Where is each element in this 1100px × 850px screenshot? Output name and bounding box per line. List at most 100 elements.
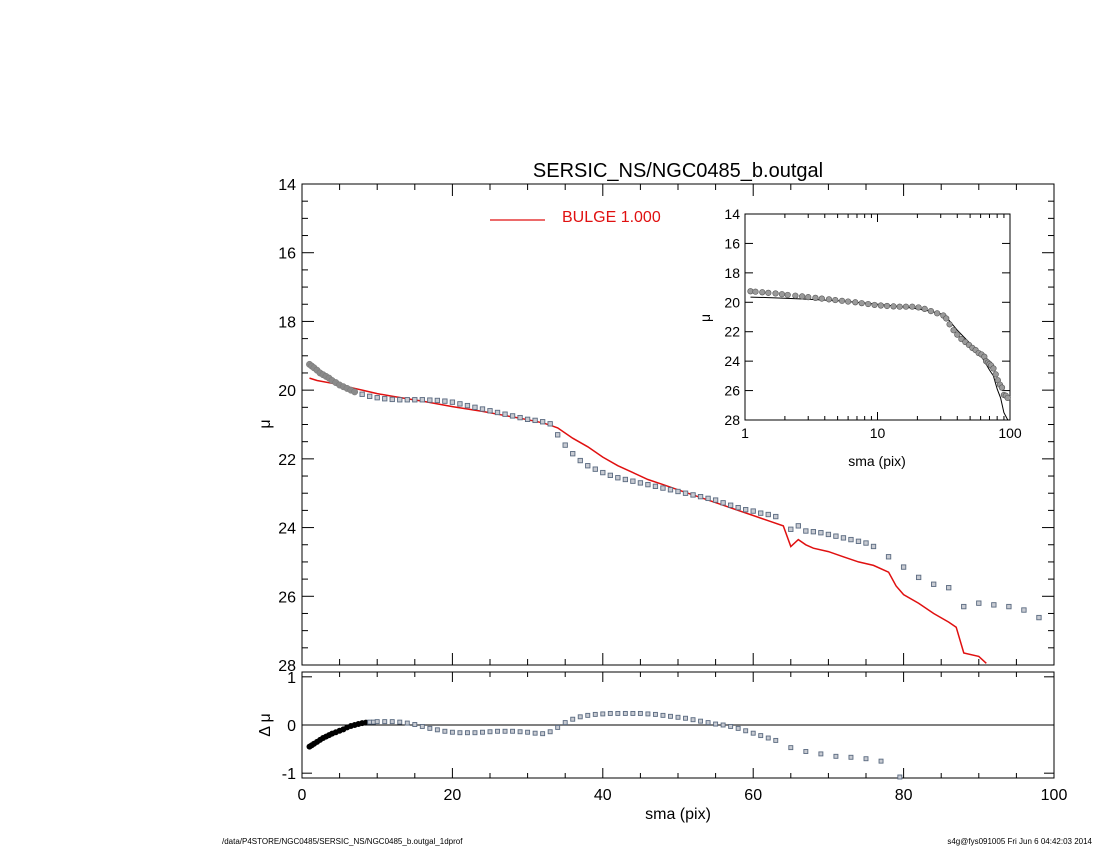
inset-data-point	[871, 301, 878, 309]
inset-data-point	[799, 293, 806, 300]
inset-data-point	[990, 365, 997, 372]
inset-model-line	[750, 296, 1009, 420]
inset-data-point	[845, 298, 852, 305]
main-data-point	[487, 408, 493, 414]
main-data-point	[539, 419, 546, 425]
residual-data-point	[773, 737, 779, 743]
residual-data-point	[758, 733, 764, 739]
main-data-point	[690, 492, 696, 498]
residual-data-point	[434, 727, 440, 733]
main-data-point	[427, 397, 433, 403]
main-data-point	[743, 507, 749, 513]
residual-data-point	[525, 729, 531, 735]
residual-data-point	[487, 729, 493, 735]
residual-data-point	[577, 714, 583, 720]
inset-y-tick-label-4: 22	[724, 324, 740, 340]
residual-data-point	[472, 730, 478, 736]
main-data-point	[592, 466, 598, 472]
main-data-point	[991, 602, 997, 608]
main-y-tick-label-5: 24	[278, 521, 296, 538]
main-data-point	[442, 398, 448, 404]
main-data-point	[389, 396, 395, 403]
residual-data-point	[510, 728, 516, 734]
main-data-point	[517, 414, 523, 421]
main-data-point	[382, 396, 388, 402]
residual-data-point	[607, 710, 613, 716]
main-data-point	[720, 500, 726, 506]
residual-data-point	[863, 756, 869, 762]
residual-data-point	[570, 716, 576, 722]
residual-data-point	[615, 710, 621, 716]
main-data-point	[795, 523, 801, 529]
main-data-point	[961, 603, 967, 610]
residual-data-point	[788, 745, 794, 751]
residual-data-point	[419, 723, 425, 729]
inset-x-tick-label-0: 1	[741, 425, 749, 441]
main-data-point	[622, 476, 629, 483]
residual-data-point	[728, 723, 734, 729]
residual-data-point	[382, 719, 388, 725]
main-data-point	[479, 406, 486, 412]
main-data-point	[494, 409, 501, 416]
main-model-group	[309, 377, 987, 664]
inset-y-tick-label-7: 28	[724, 412, 740, 428]
main-data-point	[735, 504, 741, 511]
inset-data-point	[877, 302, 884, 309]
main-data-point	[637, 480, 644, 486]
main-panel: SERSIC_NS/NGC0485_b.outgal 14 16 18 20 22 24 2…	[257, 160, 1055, 675]
main-data-point	[833, 533, 839, 539]
inset-data-point	[902, 303, 910, 310]
main-data-point	[1021, 607, 1027, 613]
residual-data-point	[705, 720, 711, 726]
main-data-point	[765, 511, 771, 518]
main-model-line	[309, 377, 987, 664]
main-data-point	[667, 487, 674, 493]
residual-y-tick-label-2: -1	[282, 766, 296, 783]
inset-x-ticks: 1 10 100	[741, 214, 1022, 441]
inset-data-point	[896, 303, 903, 310]
main-data-point	[359, 391, 365, 397]
inset-data-point	[805, 294, 812, 301]
inset-data-point	[852, 299, 859, 306]
inset-y-tick-label-5: 24	[724, 353, 740, 369]
main-data-point	[472, 404, 478, 410]
main-y-tick-label-4: 22	[278, 452, 296, 469]
residual-data-point	[562, 720, 568, 726]
residual-data-point	[630, 710, 636, 716]
main-data-point	[555, 432, 561, 438]
main-data-point	[825, 531, 832, 538]
main-data-point	[570, 451, 576, 457]
inset-data-point	[765, 289, 772, 296]
residual-data-point	[547, 729, 553, 735]
inset-data-point	[950, 327, 957, 334]
main-data-point	[900, 564, 907, 570]
residual-x-ticks: 0 20 40 60 80 100	[298, 672, 1067, 804]
main-data-point	[577, 457, 583, 464]
legend-label: BULGE 1.000	[562, 209, 661, 226]
main-data-point	[645, 481, 651, 488]
main-data-point	[727, 502, 734, 508]
residual-data-point	[683, 715, 688, 721]
residual-data-point	[622, 710, 628, 716]
main-data-point	[863, 540, 869, 546]
main-data-point	[750, 508, 756, 514]
residual-data-point	[464, 730, 470, 736]
main-data-point	[502, 411, 508, 417]
residual-data-point	[735, 725, 741, 731]
main-data-point	[803, 528, 809, 534]
residual-y-axis-label: Δ μ	[257, 713, 274, 736]
main-data-point	[773, 513, 779, 520]
residual-data-point	[675, 714, 681, 720]
main-data-group	[306, 360, 1042, 621]
main-y-tick-label-6: 26	[278, 589, 296, 606]
residual-data-point	[600, 711, 606, 717]
main-data-point	[532, 417, 538, 424]
inset-data-point	[934, 310, 941, 317]
inset-data-point	[890, 303, 897, 310]
residual-data-point	[848, 754, 854, 760]
main-data-point	[630, 478, 636, 484]
inset-y-tick-label-2: 18	[724, 265, 740, 281]
inset-model-group	[750, 296, 1009, 420]
main-data-point	[705, 495, 711, 502]
